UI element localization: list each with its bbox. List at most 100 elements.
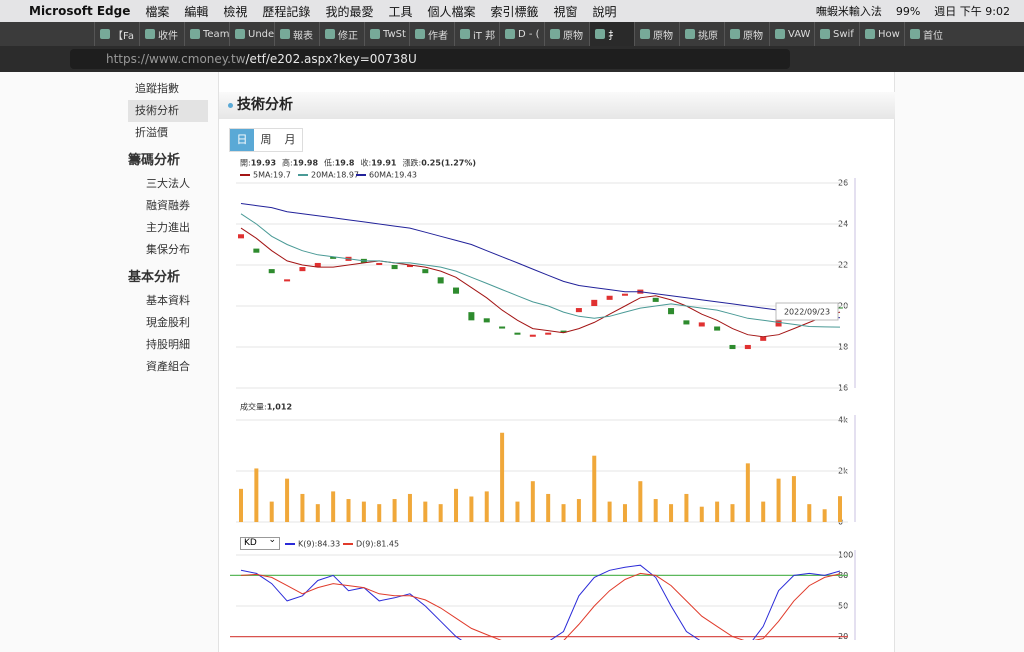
tab-title: 原物 — [563, 30, 583, 42]
browser-tab[interactable]: 原物 — [724, 22, 769, 46]
browser-tab[interactable]: 【Fa — [94, 22, 139, 46]
volume-bar — [269, 501, 274, 522]
volume-bar — [377, 504, 382, 522]
tab-icon — [235, 29, 245, 39]
status-battery[interactable]: 99% — [895, 4, 921, 18]
volume-bar — [715, 501, 720, 522]
url-field[interactable]: https://www.cmoney.tw/etf/e202.aspx?key=… — [70, 49, 790, 69]
info-value: 19.91 — [371, 159, 397, 168]
tab-title: 原物 — [653, 30, 673, 42]
period-tab[interactable]: 周 — [260, 133, 272, 146]
sidebar-link[interactable]: 融資融券 — [146, 199, 190, 212]
info-value: 0.25(1.27%) — [421, 159, 476, 168]
status-input-method[interactable]: 嘸蝦米輸入法 — [815, 5, 882, 18]
volume-bar — [254, 468, 259, 522]
browser-tab[interactable]: 原物 — [544, 22, 589, 46]
volume-bar — [300, 493, 305, 522]
browser-tab[interactable]: iT 邦 — [454, 22, 499, 46]
tab-title: 收件 — [158, 30, 178, 42]
volume-bar — [607, 501, 612, 522]
legend-label: 20MA:18.97 — [311, 171, 359, 180]
sidebar-link[interactable]: 折溢價 — [135, 126, 168, 139]
browser-tab[interactable]: Team — [184, 22, 229, 46]
legend-label: D(9):81.45 — [356, 540, 399, 549]
sidebar-link[interactable]: 追蹤指數 — [135, 82, 179, 95]
candle-body — [760, 336, 767, 341]
tooltip-date: 2022/09/23 — [784, 308, 830, 317]
candle-body — [299, 267, 306, 272]
browser-tab[interactable]: 作者 — [409, 22, 454, 46]
candle-body — [391, 265, 398, 270]
browser-tab[interactable]: 挑原 — [679, 22, 724, 46]
volume-bar — [392, 499, 397, 522]
menu-item[interactable]: 檢視 — [223, 4, 248, 19]
sidebar-link[interactable]: 持股明細 — [146, 338, 190, 351]
tab-icon — [415, 29, 425, 39]
legend-label: 60MA:19.43 — [369, 171, 417, 180]
tab-icon — [820, 29, 830, 39]
info-label: 開: — [240, 159, 251, 168]
sidebar-link[interactable]: 集保分布 — [146, 243, 190, 256]
browser-tab[interactable]: 原物 — [634, 22, 679, 46]
browser-tab[interactable]: 扌 — [589, 22, 634, 46]
browser-tab[interactable]: 首位 — [904, 22, 949, 46]
browser-tab[interactable]: 收件 — [139, 22, 184, 46]
volume-bar — [469, 496, 474, 522]
menu-item[interactable]: 工具 — [388, 4, 413, 19]
candle-body — [406, 265, 413, 268]
sidebar-link[interactable]: 技術分析 — [128, 100, 208, 122]
browser-tab[interactable]: Swif — [814, 22, 859, 46]
menu-item[interactable]: 檔案 — [145, 4, 170, 19]
sidebar-link[interactable]: 基本資料 — [146, 294, 190, 307]
status-clock[interactable]: 週日 下午 9:02 — [934, 5, 1010, 18]
volume-bar — [761, 501, 766, 522]
candle-body — [698, 322, 705, 327]
candle-body — [268, 269, 275, 274]
tab-title: D - ( — [518, 28, 540, 40]
menu-item[interactable]: 說明 — [592, 4, 617, 19]
candle-body — [453, 287, 460, 294]
volume-bar — [407, 493, 412, 522]
volume-bar — [776, 478, 781, 522]
period-tab[interactable]: 日 — [230, 129, 254, 151]
candle-body — [529, 334, 536, 337]
menu-item[interactable]: 索引標籤 — [490, 4, 539, 19]
browser-tab[interactable]: TwSt — [364, 22, 409, 46]
candle-body — [238, 234, 244, 239]
tab-icon — [550, 29, 560, 39]
menu-item[interactable]: 歷程記錄 — [262, 4, 311, 19]
indicator-select[interactable]: KD — [240, 535, 280, 550]
candle-body — [422, 269, 429, 274]
browser-tab[interactable]: D - ( — [499, 22, 544, 46]
browser-tab[interactable]: How — [859, 22, 904, 46]
app-name[interactable]: Microsoft Edge — [29, 4, 131, 18]
browser-tab[interactable]: 修正 — [319, 22, 364, 46]
browser-tab[interactable]: VAW — [769, 22, 814, 46]
volume-bar — [361, 501, 366, 522]
candle-body — [837, 307, 843, 309]
tab-icon — [730, 29, 740, 39]
menu-item[interactable]: 個人檔案 — [427, 4, 476, 19]
tab-title: 修正 — [338, 30, 358, 42]
candle-body — [545, 332, 552, 335]
browser-tab[interactable]: 報表 — [274, 22, 319, 46]
period-tab[interactable]: 月 — [284, 133, 296, 146]
volume-bar — [669, 504, 674, 522]
info-value: 19.98 — [293, 159, 319, 168]
menu-item[interactable]: 視窗 — [553, 4, 578, 19]
tab-icon — [685, 29, 695, 39]
tab-icon — [775, 29, 785, 39]
sidebar-link[interactable]: 現金股利 — [146, 316, 190, 329]
tab-icon — [100, 29, 110, 39]
sidebar-link[interactable]: 三大法人 — [146, 177, 190, 190]
legend-label: 5MA:19.7 — [253, 171, 291, 180]
candle-body — [284, 279, 291, 282]
sidebar-link[interactable]: 資產組合 — [146, 360, 190, 373]
menu-item[interactable]: 我的最愛 — [325, 4, 374, 19]
volume-bar — [791, 476, 796, 522]
menu-item[interactable]: 編輯 — [184, 4, 209, 19]
tab-icon — [865, 29, 875, 39]
sidebar-link[interactable]: 主力進出 — [146, 221, 190, 234]
browser-tab[interactable]: Unde — [229, 22, 274, 46]
period-tabs: 日周月 — [229, 128, 303, 152]
